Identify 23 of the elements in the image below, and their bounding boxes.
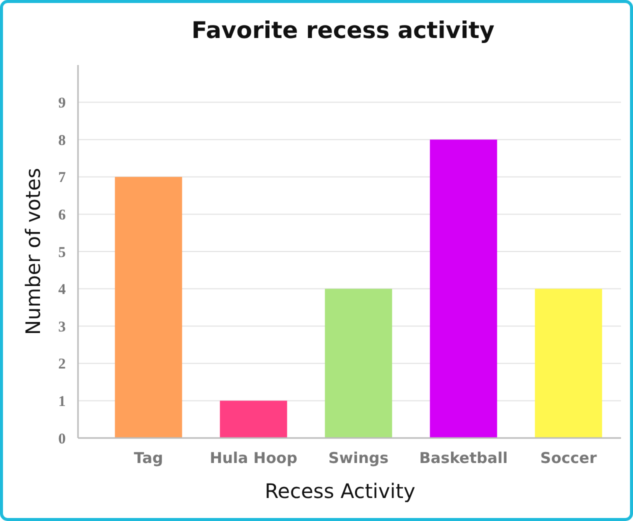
y-axis-title: Number of votes (21, 168, 45, 335)
y-tick-label: 7 (58, 170, 66, 186)
y-tick-label: 6 (58, 207, 66, 224)
chart-title: Favorite recess activity (192, 18, 494, 44)
y-tick-label: 8 (58, 132, 66, 149)
y-tick-label: 0 (58, 431, 66, 448)
bar (534, 288, 602, 438)
bar (430, 140, 498, 438)
bar (114, 176, 182, 438)
x-tick-label: Soccer (540, 449, 598, 467)
x-tick-label: Basketball (419, 449, 508, 467)
y-tick-label: 1 (58, 394, 66, 410)
x-axis-title: Recess Activity (264, 479, 416, 503)
y-tick-label: 4 (58, 282, 66, 298)
y-tick-label: 9 (58, 96, 66, 112)
y-tick-label: 5 (58, 244, 66, 261)
bar (324, 288, 392, 438)
bar (220, 400, 288, 438)
x-tick-label: Tag (134, 449, 164, 467)
y-tick-label: 2 (58, 356, 66, 373)
x-tick-label: Swings (328, 449, 389, 467)
x-tick-label: Hula Hoop (210, 449, 298, 467)
y-tick-label: 3 (58, 319, 66, 336)
